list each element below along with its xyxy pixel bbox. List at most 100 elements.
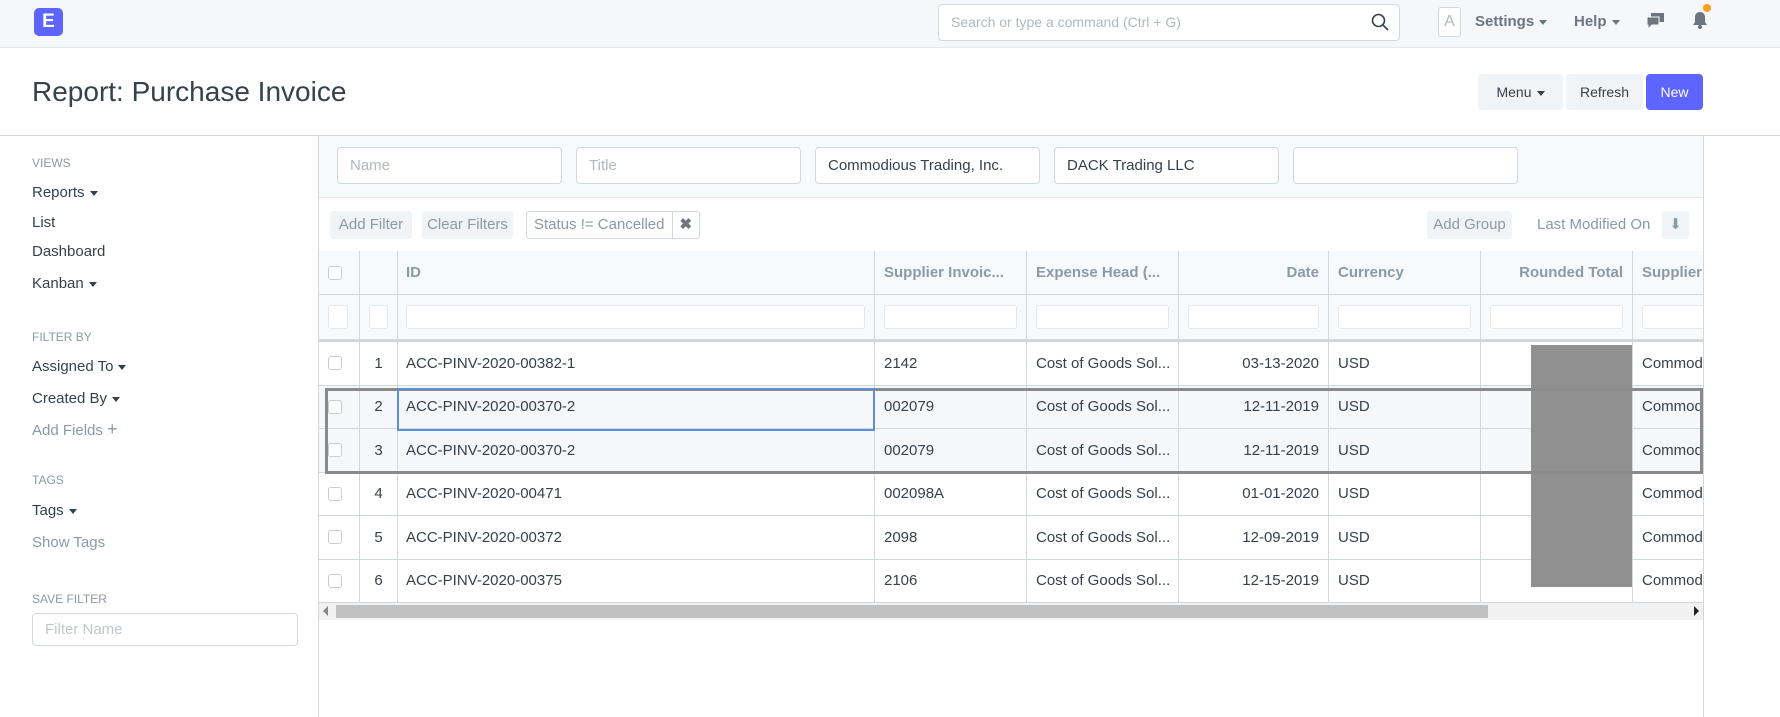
- sidebar-item-dashboard[interactable]: Dashboard: [32, 243, 106, 260]
- column-filter-input[interactable]: [1490, 305, 1623, 329]
- expense-head-cell[interactable]: Cost of Goods Sol...: [1027, 472, 1179, 515]
- app-logo[interactable]: E: [34, 8, 63, 36]
- supplier-invoice-cell[interactable]: 002098A: [875, 472, 1027, 515]
- supplier-cell[interactable]: Commod: [1633, 516, 1703, 559]
- supplier-invoice-cell[interactable]: 002079: [875, 385, 1027, 428]
- date-cell[interactable]: 03-13-2020: [1179, 342, 1329, 385]
- supplier-cell[interactable]: Commod: [1633, 560, 1703, 603]
- sort-order-button[interactable]: ⬇: [1662, 211, 1689, 239]
- clear-filters-button[interactable]: Clear Filters: [422, 211, 513, 239]
- add-filter-button[interactable]: Add Filter: [330, 211, 412, 239]
- rounded-total-cell[interactable]: [1481, 559, 1633, 602]
- expense-head-cell[interactable]: Cost of Goods Sol...: [1027, 516, 1179, 559]
- filter-input-5[interactable]: [1293, 147, 1518, 184]
- row-checkbox[interactable]: [328, 573, 342, 588]
- column-header-supplier[interactable]: Supplier: [1633, 251, 1703, 294]
- remove-filter-icon[interactable]: ✖: [671, 212, 700, 238]
- help-menu[interactable]: Help: [1574, 13, 1620, 30]
- supplier-cell[interactable]: Commod: [1633, 386, 1703, 429]
- id-cell[interactable]: ACC-PINV-2020-00382-1: [397, 342, 875, 385]
- select-all-checkbox[interactable]: [328, 265, 342, 280]
- rounded-total-cell[interactable]: [1481, 342, 1633, 385]
- id-cell[interactable]: ACC-PINV-2020-00372: [397, 516, 875, 559]
- expense-head-cell[interactable]: Cost of Goods Sol...: [1027, 559, 1179, 602]
- tags-dropdown[interactable]: Tags: [32, 502, 77, 519]
- sidebar-item-list[interactable]: List: [32, 214, 56, 231]
- supplier-invoice-cell[interactable]: 2098: [875, 516, 1027, 559]
- column-header-date[interactable]: Date: [1179, 251, 1329, 294]
- id-cell[interactable]: ACC-PINV-2020-00370-2: [397, 429, 875, 472]
- horizontal-scrollbar[interactable]: [319, 603, 1703, 620]
- supplier-cell[interactable]: Commod: [1633, 342, 1703, 385]
- date-cell[interactable]: 12-11-2019: [1179, 385, 1329, 428]
- date-cell[interactable]: 12-09-2019: [1179, 516, 1329, 559]
- date-cell[interactable]: 01-01-2020: [1179, 472, 1329, 515]
- rounded-total-cell[interactable]: [1481, 472, 1633, 515]
- expense-head-cell[interactable]: Cost of Goods Sol...: [1027, 342, 1179, 385]
- scroll-right-icon[interactable]: [1694, 606, 1699, 616]
- chat-icon[interactable]: [1646, 12, 1666, 30]
- bell-icon[interactable]: [1692, 10, 1708, 30]
- row-checkbox[interactable]: [328, 356, 342, 371]
- expense-head-cell[interactable]: Cost of Goods Sol...: [1027, 385, 1179, 428]
- column-filter-input[interactable]: [1188, 305, 1319, 329]
- active-filter-tag[interactable]: Status != Cancelled ✖: [526, 211, 701, 239]
- currency-cell[interactable]: USD: [1329, 342, 1481, 385]
- add-group-button[interactable]: Add Group: [1427, 211, 1512, 239]
- sort-by-selector[interactable]: Last Modified On: [1537, 216, 1651, 233]
- column-filter-input[interactable]: [1036, 305, 1169, 329]
- sidebar-item-reports[interactable]: Reports: [32, 184, 98, 201]
- active-cell[interactable]: [397, 388, 875, 431]
- rounded-total-cell[interactable]: [1481, 385, 1633, 428]
- avatar[interactable]: A: [1438, 7, 1461, 37]
- date-cell[interactable]: 12-15-2019: [1179, 559, 1329, 602]
- column-filter-input[interactable]: [406, 305, 865, 329]
- title-filter-input[interactable]: Title: [576, 147, 801, 184]
- search-input[interactable]: Search or type a command (Ctrl + G): [938, 4, 1400, 41]
- currency-cell[interactable]: USD: [1329, 429, 1481, 472]
- expense-head-cell[interactable]: Cost of Goods Sol...: [1027, 429, 1179, 472]
- currency-cell[interactable]: USD: [1329, 559, 1481, 602]
- supplier-invoice-cell[interactable]: 002079: [875, 429, 1027, 472]
- currency-cell[interactable]: USD: [1329, 516, 1481, 559]
- row-checkbox[interactable]: [328, 399, 342, 414]
- currency-cell[interactable]: USD: [1329, 472, 1481, 515]
- supplier-cell[interactable]: Commod: [1633, 429, 1703, 472]
- add-fields-link[interactable]: Add Fields +: [32, 419, 118, 440]
- menu-button[interactable]: Menu: [1478, 74, 1563, 110]
- column-filter-input[interactable]: [328, 305, 348, 329]
- name-filter-input[interactable]: Name: [337, 147, 562, 184]
- refresh-button[interactable]: Refresh: [1566, 74, 1643, 110]
- column-filter-input[interactable]: [884, 305, 1017, 329]
- row-checkbox[interactable]: [328, 486, 342, 501]
- sidebar-item-kanban[interactable]: Kanban: [32, 275, 97, 292]
- supplier-cell[interactable]: Commod: [1633, 473, 1703, 516]
- show-tags-link[interactable]: Show Tags: [32, 534, 106, 551]
- id-cell[interactable]: ACC-PINV-2020-00471: [397, 472, 875, 515]
- rounded-total-cell[interactable]: [1481, 429, 1633, 472]
- assigned-to-filter[interactable]: Assigned To: [32, 358, 127, 375]
- company-filter-input[interactable]: DACK Trading LLC: [1054, 147, 1279, 184]
- settings-menu[interactable]: Settings: [1475, 13, 1548, 30]
- id-cell[interactable]: ACC-PINV-2020-00375: [397, 559, 875, 602]
- filter-name-input[interactable]: Filter Name: [32, 613, 298, 646]
- supplier-invoice-cell[interactable]: 2106: [875, 559, 1027, 602]
- column-filter-input[interactable]: [1642, 305, 1703, 329]
- created-by-filter[interactable]: Created By: [32, 390, 121, 407]
- column-header-rounded-total[interactable]: Rounded Total: [1481, 251, 1633, 294]
- currency-cell[interactable]: USD: [1329, 385, 1481, 428]
- column-filter-input[interactable]: [1338, 305, 1471, 329]
- row-checkbox[interactable]: [328, 530, 342, 545]
- date-cell[interactable]: 12-11-2019: [1179, 429, 1329, 472]
- row-checkbox[interactable]: [328, 443, 342, 458]
- new-button[interactable]: New: [1646, 74, 1703, 110]
- column-header-expense-head[interactable]: Expense Head (...: [1027, 251, 1179, 294]
- column-header-currency[interactable]: Currency: [1329, 251, 1481, 294]
- column-filter-input[interactable]: [369, 305, 388, 329]
- scrollbar-thumb[interactable]: [336, 605, 1488, 618]
- supplier-filter-input[interactable]: Commodious Trading, Inc.: [815, 147, 1040, 184]
- column-header-id[interactable]: ID: [397, 251, 875, 294]
- scroll-left-icon[interactable]: [323, 606, 328, 616]
- rounded-total-cell[interactable]: [1481, 516, 1633, 559]
- supplier-invoice-cell[interactable]: 2142: [875, 342, 1027, 385]
